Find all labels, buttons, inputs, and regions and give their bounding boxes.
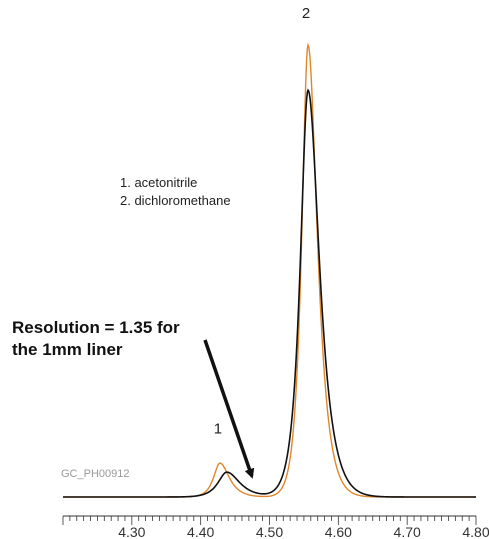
series-group <box>63 42 476 498</box>
peak-label-1: 1 <box>214 421 222 438</box>
x-tick-label: 4.40 <box>187 524 214 539</box>
x-tick-label: 4.50 <box>256 524 283 539</box>
series-line-2 <box>63 88 476 498</box>
x-tick-label: 4.70 <box>394 524 421 539</box>
legend-item-1: 1. acetonitrile <box>120 175 197 190</box>
x-tick-label: 4.30 <box>118 524 145 539</box>
series-line-1 <box>63 42 476 498</box>
peak-labels: 12 <box>214 5 310 438</box>
x-tick-label: 4.60 <box>325 524 352 539</box>
x-axis: 4.30 4.40 4.50 4.60 4.70 4.80 <box>62 515 489 539</box>
legend-item-2: 2. dichloromethane <box>120 193 231 208</box>
resolution-annotation-line-2: the 1mm liner <box>12 340 123 359</box>
sample-code-label: GC_PH00912 <box>61 468 130 480</box>
x-tick-label: 4.80 <box>462 524 489 539</box>
peak-label-2: 2 <box>302 5 310 22</box>
resolution-annotation-line-1: Resolution = 1.35 for <box>12 318 180 337</box>
annotation-arrow <box>203 339 255 479</box>
